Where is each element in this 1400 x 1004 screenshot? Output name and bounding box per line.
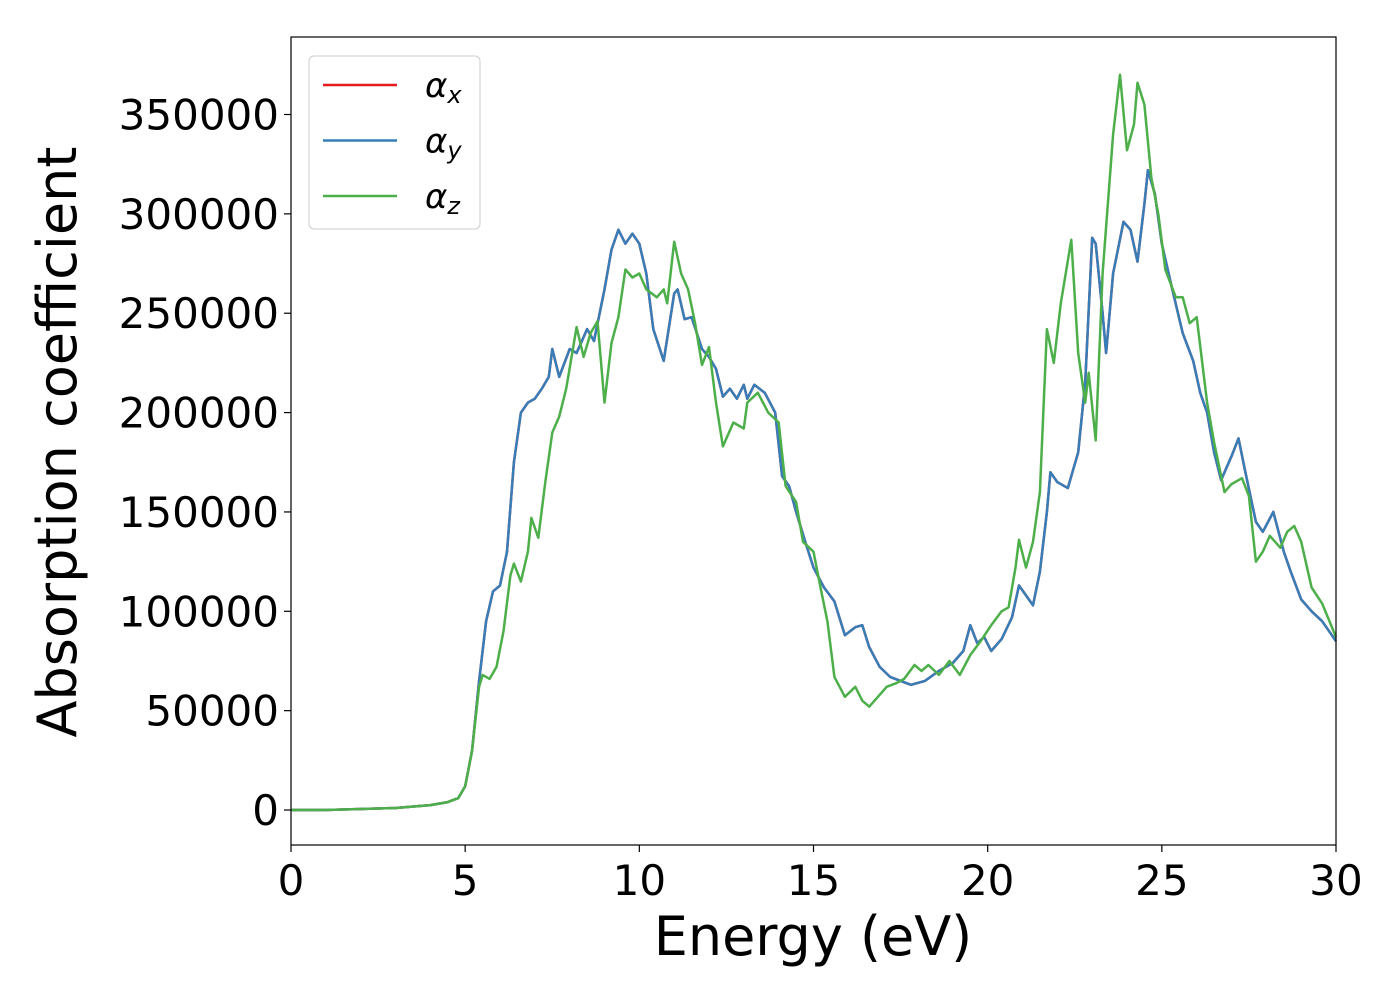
x-tick-label: 0 (278, 856, 305, 905)
y-tick-label: 50000 (145, 687, 279, 736)
legend: αx αy αz (308, 55, 481, 230)
x-tick-label: 10 (613, 856, 666, 905)
x-tick-label: 15 (787, 856, 840, 905)
plot-frame (290, 36, 1337, 846)
x-tick-label: 25 (1135, 856, 1188, 905)
legend-label: αy (425, 122, 462, 165)
y-axis-label: Absorption coefficient (26, 147, 89, 738)
x-axis-label: Energy (eV) (654, 905, 973, 968)
y-tick-label: 100000 (119, 587, 279, 636)
series-line (291, 168, 1338, 812)
y-tick-label: 250000 (119, 289, 279, 338)
x-tick-label: 20 (961, 856, 1014, 905)
legend-label: αz (425, 177, 461, 220)
series-line (291, 73, 1338, 812)
y-tick-label: 0 (252, 786, 279, 835)
series-line (291, 168, 1338, 812)
legend-label: αx (425, 66, 462, 109)
x-tick-label: 30 (1309, 856, 1362, 905)
x-tick-label: 5 (452, 856, 479, 905)
y-tick-label: 200000 (119, 389, 279, 438)
y-tick-label: 350000 (119, 91, 279, 140)
legend-box (308, 55, 481, 230)
y-tick-label: 300000 (119, 190, 279, 239)
y-tick-label: 150000 (119, 488, 279, 537)
